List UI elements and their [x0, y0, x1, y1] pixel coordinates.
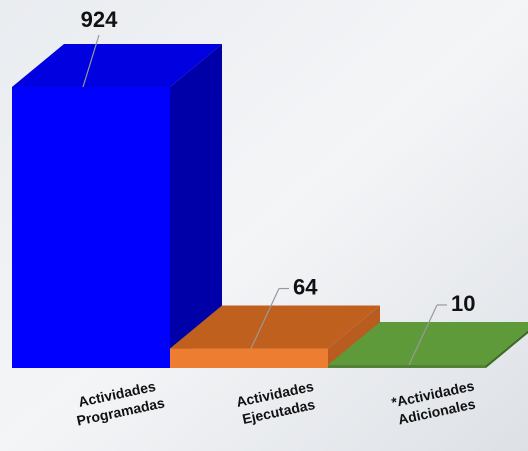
bar [12, 87, 170, 368]
chart: 924ActividadesProgramadas64ActividadesEj… [0, 0, 528, 451]
bar [170, 349, 328, 368]
data-label: 10 [451, 291, 475, 316]
data-label: 924 [81, 7, 118, 32]
bar [328, 365, 486, 368]
data-label: 64 [293, 274, 318, 299]
